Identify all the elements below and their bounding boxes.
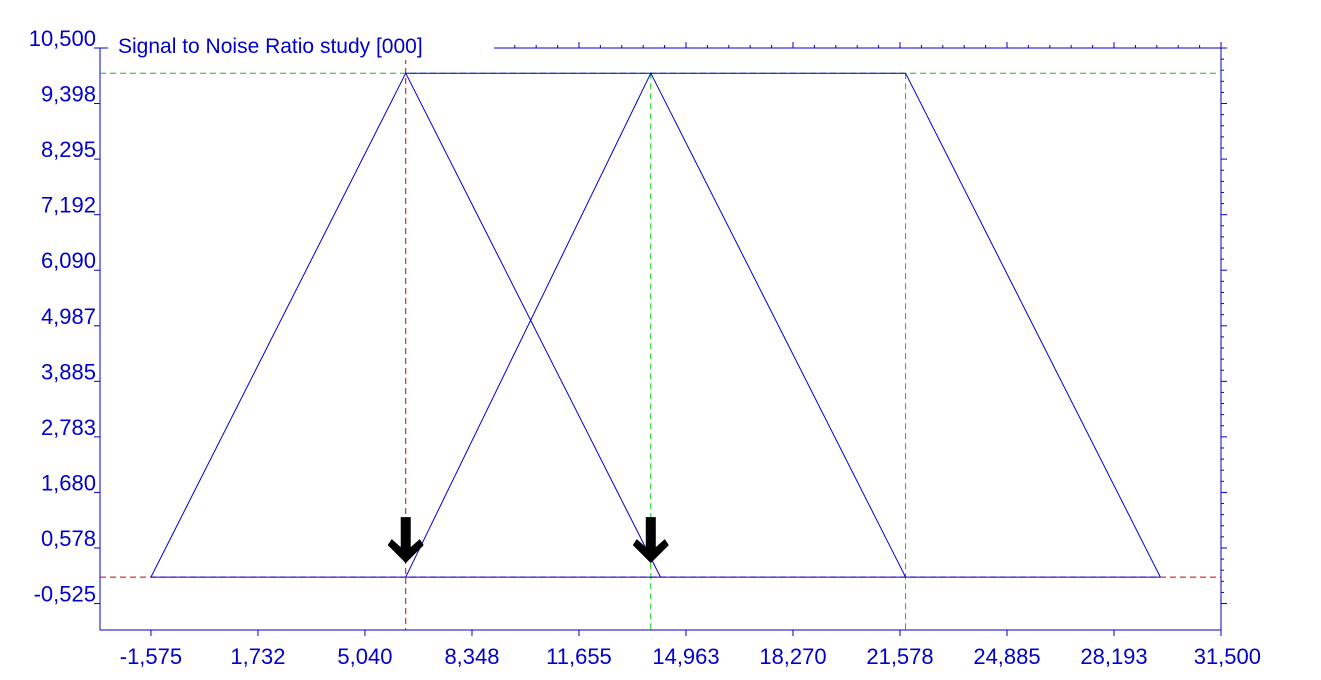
- x-tick-label: 11,655: [546, 644, 612, 669]
- title-background: [108, 30, 494, 60]
- x-tick-label: -1,575: [120, 644, 182, 669]
- y-tick-label: 1,680: [41, 470, 96, 495]
- series-line: [905, 72, 1161, 578]
- down-arrow-icon: [387, 517, 424, 564]
- y-tick-label: 8,295: [41, 137, 96, 162]
- series-line: [405, 72, 907, 578]
- y-tick-label: 3,885: [41, 359, 96, 384]
- y-tick-label: -0,525: [34, 582, 96, 607]
- x-tick-label: 28,193: [1080, 644, 1147, 669]
- y-tick-label: 4,987: [41, 304, 96, 329]
- x-tick-label: 18,270: [759, 644, 826, 669]
- y-tick-label: 10,500: [29, 26, 96, 51]
- data-series: [150, 72, 1161, 578]
- x-tick-label: 14,963: [652, 644, 719, 669]
- y-tick-label: 6,090: [41, 248, 96, 273]
- y-tick-label: 0,578: [41, 526, 96, 551]
- x-tick-label: 8,348: [444, 644, 499, 669]
- y-tick-label: 2,783: [41, 415, 96, 440]
- x-tick-label: 1,732: [230, 644, 285, 669]
- chart-title: Signal to Noise Ratio study [000]: [118, 35, 423, 58]
- tick-labels: -0,525 0,578 1,680 2,783 3,885 4,987 6,090 7,19…: [29, 26, 1261, 669]
- x-tick-label: 5,040: [337, 644, 392, 669]
- down-arrow-icon: [632, 517, 669, 564]
- y-tick-label: 9,398: [41, 82, 96, 107]
- x-tick-label: 31,500: [1194, 644, 1261, 669]
- x-tick-label: 24,885: [973, 644, 1040, 669]
- y-tick-label: 7,192: [41, 193, 96, 218]
- markers: [387, 517, 669, 564]
- x-tick-label: 21,578: [866, 644, 933, 669]
